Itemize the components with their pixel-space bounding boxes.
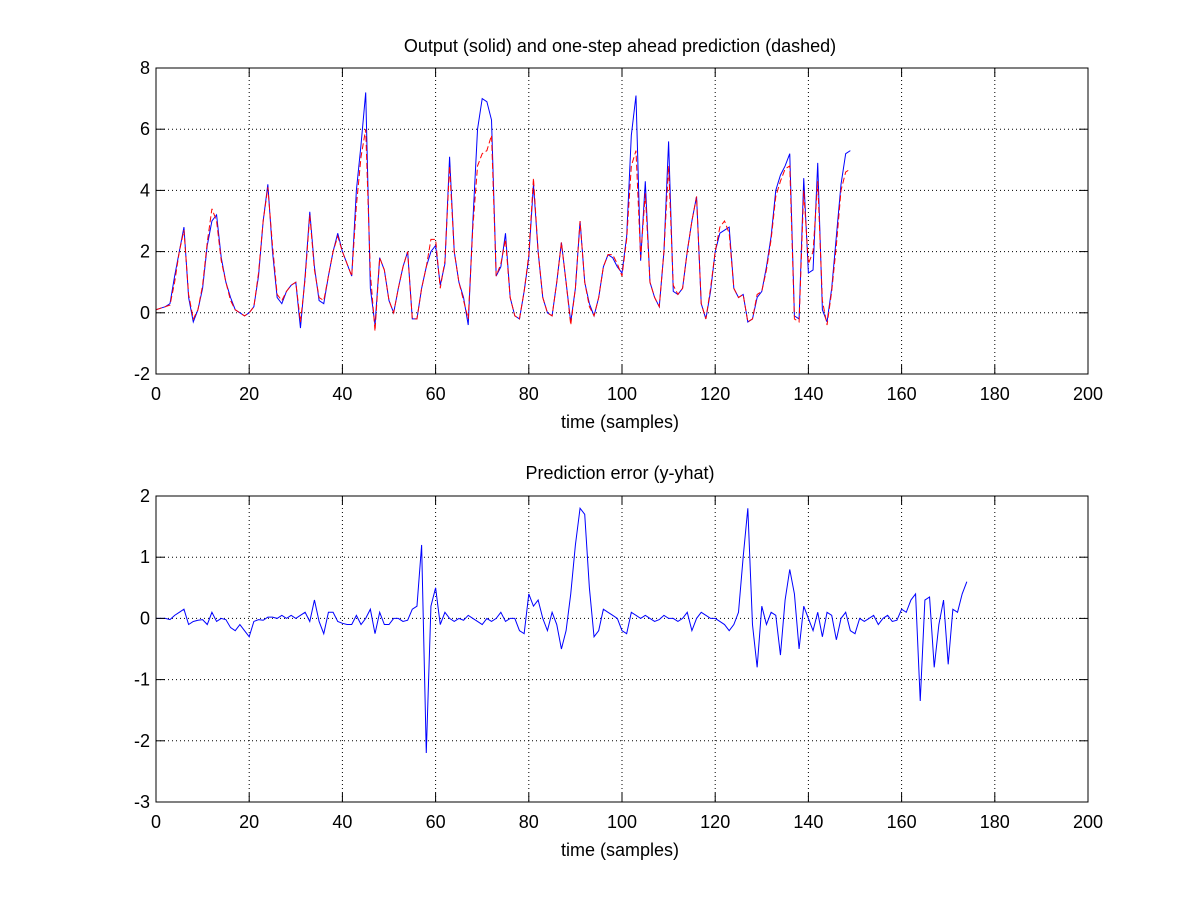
x-tick-label: 100	[607, 384, 637, 404]
prediction-error-plot: Prediction error (y-yhat) time (samples)…	[134, 463, 1103, 860]
y-tick-label: -3	[134, 792, 150, 812]
output-prediction-plot: Output (solid) and one-step ahead predic…	[134, 36, 1103, 432]
y-tick-label: -1	[134, 670, 150, 690]
x-tick-label: 80	[519, 812, 539, 832]
x-tick-label: 0	[151, 384, 161, 404]
y-tick-label: 4	[140, 180, 150, 200]
x-tick-label: 120	[700, 384, 730, 404]
x-tick-label: 180	[980, 384, 1010, 404]
x-axis-label: time (samples)	[561, 840, 679, 860]
y-tick-label: 6	[140, 119, 150, 139]
x-tick-label: 100	[607, 812, 637, 832]
plot-title: Prediction error (y-yhat)	[525, 463, 714, 483]
x-tick-label: 20	[239, 384, 259, 404]
y-tick-label: 8	[140, 58, 150, 78]
x-tick-label: 20	[239, 812, 259, 832]
y-tick-label: 1	[140, 547, 150, 567]
x-tick-label: 80	[519, 384, 539, 404]
x-tick-label: 140	[793, 812, 823, 832]
x-tick-label: 140	[793, 384, 823, 404]
error-series-line	[156, 506, 968, 754]
x-tick-label: 160	[887, 812, 917, 832]
y-tick-label: -2	[134, 731, 150, 751]
y-tick-label: 0	[140, 608, 150, 628]
x-axis-label: time (samples)	[561, 412, 679, 432]
x-tick-label: 40	[332, 812, 352, 832]
y-tick-label: -2	[134, 364, 150, 384]
x-tick-label: 0	[151, 812, 161, 832]
x-tick-label: 200	[1073, 812, 1103, 832]
x-tick-label: 200	[1073, 384, 1103, 404]
x-tick-label: 40	[332, 384, 352, 404]
y-tick-label: 0	[140, 303, 150, 323]
prediction-series-line	[155, 129, 851, 332]
x-tick-label: 120	[700, 812, 730, 832]
y-tick-label: 2	[140, 486, 150, 506]
plot-title: Output (solid) and one-step ahead predic…	[404, 36, 836, 56]
x-tick-label: 60	[426, 812, 446, 832]
x-tick-label: 160	[887, 384, 917, 404]
x-tick-label: 180	[980, 812, 1010, 832]
y-tick-label: 2	[140, 242, 150, 262]
x-tick-label: 60	[426, 384, 446, 404]
